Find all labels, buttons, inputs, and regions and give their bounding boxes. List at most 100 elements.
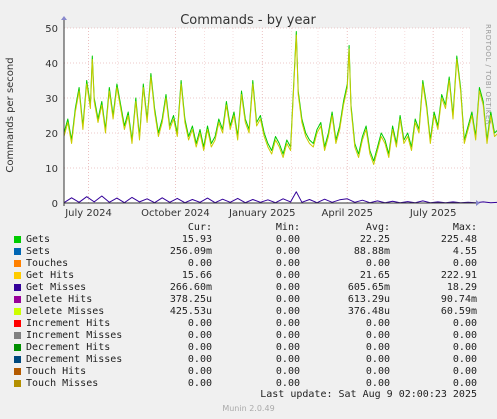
legend-name: Get Misses xyxy=(26,282,87,293)
legend-cur: 0.00 xyxy=(187,354,212,365)
legend-min: 0.00 xyxy=(275,258,300,269)
legend-row: Get Hits 15.66 0.00 21.65 222.91 xyxy=(0,270,497,282)
legend-swatch xyxy=(14,380,21,387)
legend-row: Touch Misses 0.00 0.00 0.00 0.00 xyxy=(0,378,497,390)
legend-max: 0.00 xyxy=(452,258,477,269)
legend-max: 0.00 xyxy=(452,342,477,353)
legend-avg: 0.00 xyxy=(365,318,390,329)
legend-min: 0.00 xyxy=(275,378,300,389)
legend-name: Touches xyxy=(26,258,69,269)
legend-cur: 0.00 xyxy=(187,342,212,353)
legend-avg: 605.65m xyxy=(347,282,390,293)
legend-swatch xyxy=(14,296,21,303)
y-tick-label: 20 xyxy=(45,129,58,140)
legend-row: Sets 256.09m 0.00 88.88m 4.55 xyxy=(0,246,497,258)
legend-min: 0.00 xyxy=(275,306,300,317)
legend-name: Increment Hits xyxy=(26,318,111,329)
legend-min: 0.00 xyxy=(275,354,300,365)
legend-swatch xyxy=(14,284,21,291)
legend-max: 0.00 xyxy=(452,378,477,389)
legend-cur: 425.53u xyxy=(169,306,212,317)
legend-row: Delete Misses 425.53u 0.00 376.48u 60.59m xyxy=(0,306,497,318)
legend-avg: 22.25 xyxy=(359,234,390,245)
legend-max: 0.00 xyxy=(452,366,477,377)
legend-avg: 0.00 xyxy=(365,354,390,365)
y-axis-arrow xyxy=(61,16,67,20)
legend-row: Touches 0.00 0.00 0.00 0.00 xyxy=(0,258,497,270)
legend-cur: 266.60m xyxy=(169,282,212,293)
chart-title: Commands - by year xyxy=(180,13,316,28)
legend-cur: 0.00 xyxy=(187,378,212,389)
legend-header-max: Max: xyxy=(452,222,477,233)
legend-name: Touch Misses xyxy=(26,378,99,389)
legend-header: Cur: Min: Avg: Max: xyxy=(0,222,497,234)
legend-header-cur: Cur: xyxy=(187,222,212,233)
legend-min: 0.00 xyxy=(275,234,300,245)
legend-name: Touch Hits xyxy=(26,366,87,377)
x-tick-label: April 2025 xyxy=(322,208,373,219)
legend-name: Sets xyxy=(26,246,51,257)
rrdtool-credit: RRDTOOL / TOBI OETIKER xyxy=(484,24,492,125)
x-tick-label: October 2024 xyxy=(141,208,210,219)
x-tick-labels: July 2024 October 2024 January 2025 April 2… xyxy=(64,208,456,219)
legend-row: Increment Hits 0.00 0.00 0.00 0.00 xyxy=(0,318,497,330)
legend-cur: 256.09m xyxy=(169,246,212,257)
legend-swatch xyxy=(14,332,21,339)
legend-row: Increment Misses 0.00 0.00 0.00 0.00 xyxy=(0,330,497,342)
legend-swatch xyxy=(14,248,21,255)
legend-cur: 0.00 xyxy=(187,318,212,329)
legend-min: 0.00 xyxy=(275,318,300,329)
legend-avg: 0.00 xyxy=(365,378,390,389)
legend-cur: 0.00 xyxy=(187,330,212,341)
legend-max: 225.48 xyxy=(440,234,477,245)
legend-name: Get Hits xyxy=(26,270,75,281)
legend-max: 60.59m xyxy=(440,306,477,317)
legend-swatch xyxy=(14,320,21,327)
legend-max: 222.91 xyxy=(440,270,477,281)
legend-avg: 21.65 xyxy=(359,270,390,281)
legend-name: Decrement Hits xyxy=(26,342,111,353)
x-tick-label: January 2025 xyxy=(228,208,296,219)
legend-avg: 88.88m xyxy=(353,246,390,257)
legend-max: 0.00 xyxy=(452,330,477,341)
legend-avg: 0.00 xyxy=(365,258,390,269)
axes xyxy=(61,16,480,206)
legend-min: 0.00 xyxy=(275,246,300,257)
legend-cur: 0.00 xyxy=(187,366,212,377)
legend-name: Delete Hits xyxy=(26,294,93,305)
legend-max: 4.55 xyxy=(452,246,477,257)
legend-min: 0.00 xyxy=(275,282,300,293)
legend-row: Get Misses 266.60m 0.00 605.65m 18.29 xyxy=(0,282,497,294)
x-axis-arrow xyxy=(476,200,480,206)
legend-swatch xyxy=(14,356,21,363)
legend-avg: 613.29u xyxy=(347,294,390,305)
legend-min: 0.00 xyxy=(275,270,300,281)
legend-avg: 0.00 xyxy=(365,366,390,377)
legend-row: Decrement Misses 0.00 0.00 0.00 0.00 xyxy=(0,354,497,366)
series-line-get-hits xyxy=(63,34,497,165)
legend-row: Touch Hits 0.00 0.00 0.00 0.00 xyxy=(0,366,497,378)
legend-min: 0.00 xyxy=(275,294,300,305)
munin-version: Munin 2.0.49 xyxy=(222,404,275,413)
legend-row: Delete Hits 378.25u 0.00 613.29u 90.74m xyxy=(0,294,497,306)
y-axis-label: Commands per second xyxy=(5,57,16,172)
legend-name: Delete Misses xyxy=(26,306,105,317)
legend-max: 0.00 xyxy=(452,318,477,329)
legend-avg: 0.00 xyxy=(365,330,390,341)
legend-table: Cur: Min: Avg: Max: Gets 15.93 0.00 22.25 22… xyxy=(0,222,497,390)
legend-swatch xyxy=(14,236,21,243)
legend-max: 90.74m xyxy=(440,294,477,305)
legend-cur: 15.66 xyxy=(181,270,212,281)
y-tick-label: 40 xyxy=(45,59,58,70)
legend-row: Gets 15.93 0.00 22.25 225.48 xyxy=(0,234,497,246)
plot-area xyxy=(64,28,470,203)
legend-header-avg: Avg: xyxy=(365,222,390,233)
legend-cur: 0.00 xyxy=(187,258,212,269)
legend-avg: 376.48u xyxy=(347,306,390,317)
y-tick-label: 30 xyxy=(45,94,58,105)
legend-max: 18.29 xyxy=(446,282,477,293)
legend-name: Gets xyxy=(26,234,51,245)
x-tick-label: July 2025 xyxy=(409,208,457,219)
legend-swatch xyxy=(14,260,21,267)
y-tick-label: 10 xyxy=(45,164,58,175)
